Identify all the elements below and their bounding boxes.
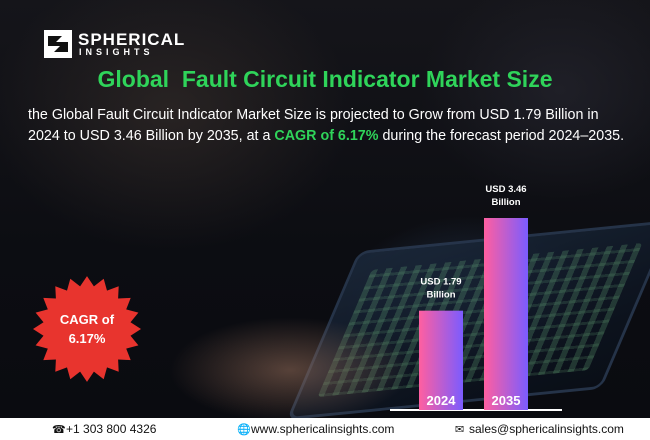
description-cagr-highlight: CAGR of 6.17%	[274, 128, 379, 144]
bar-category-label: 2035	[492, 393, 521, 408]
description-text-end: during the forecast period 2024–2035.	[378, 128, 625, 144]
bar-2024	[419, 310, 463, 410]
footer-email-text[interactable]: sales@sphericalinsights.com	[469, 422, 624, 436]
cagr-badge-line2: 6.17%	[68, 331, 106, 346]
footer-website-text[interactable]: www.sphericalinsights.com	[251, 422, 395, 436]
bar-value-label: Billion	[426, 290, 455, 301]
bar-category-label: 2024	[427, 393, 457, 408]
hand-illustration	[150, 300, 450, 440]
footer-phone: ☎+1 303 800 4326	[52, 422, 156, 436]
footer-website[interactable]: 🌐www.sphericalinsights.com	[237, 422, 394, 436]
bar-value-label: USD 3.46	[485, 184, 526, 195]
cagr-badge-line1: CAGR of	[59, 312, 115, 327]
footer-email[interactable]: ✉ sales@sphericalinsights.com	[455, 422, 624, 436]
globe-icon: 🌐	[237, 424, 251, 436]
market-description: the Global Fault Circuit Indicator Marke…	[28, 105, 628, 147]
cagr-badge-starburst	[33, 276, 141, 382]
brand-name: SPHERICAL	[78, 30, 186, 49]
brand-logo-icon	[44, 30, 72, 58]
brand-subname: INSIGHTS	[79, 47, 154, 57]
cagr-badge-text: CAGR of 6.17%	[26, 310, 148, 348]
mail-icon: ✉	[455, 424, 465, 436]
bar-value-label: Billion	[491, 197, 520, 208]
description-text-start: the Global Fault Circuit Indicator Marke…	[28, 107, 599, 144]
contact-footer: ☎+1 303 800 4326 🌐www.sphericalinsights.…	[0, 418, 650, 440]
market-size-bar-chart: 2024 USD 1.79 Billion 2035 USD 3.46 Billion	[390, 184, 562, 411]
bar-value-label: USD 1.79	[420, 277, 461, 288]
bar-2035	[484, 218, 528, 410]
phone-icon: ☎	[52, 424, 66, 436]
page-title: Global Fault Circuit Indicator Market Si…	[97, 66, 553, 92]
footer-phone-text: +1 303 800 4326	[66, 422, 157, 436]
